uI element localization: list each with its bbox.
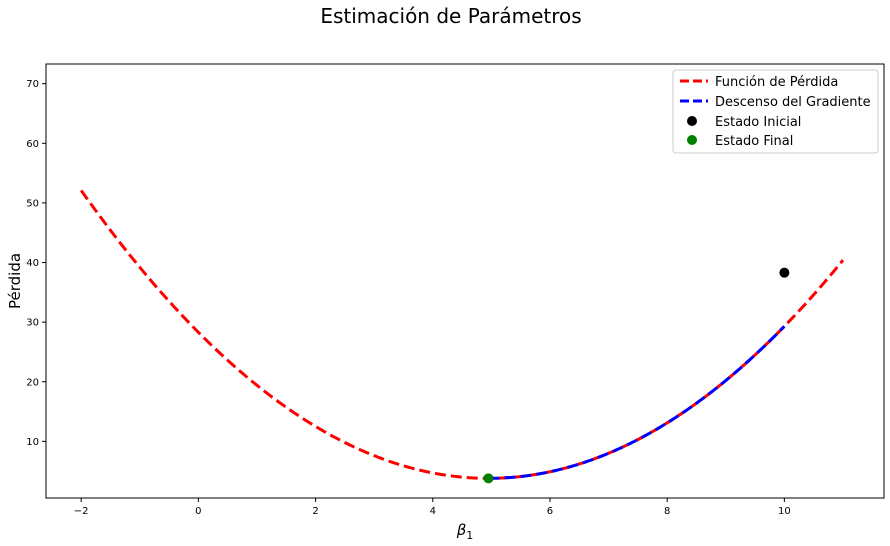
x-axis-label-subscript: 1 (466, 529, 473, 542)
x-tick-label: 8 (664, 506, 670, 517)
x-axis-label: β1 (456, 521, 474, 542)
y-axis-label: Pérdida (6, 253, 24, 309)
legend: Función de Pérdida Descenso del Gradient… (672, 69, 879, 154)
y-tick-label: 10 (26, 437, 39, 448)
y-tick-label: 40 (26, 258, 39, 269)
y-axis-ticks: 10 20 30 40 50 60 70 (26, 79, 46, 448)
x-tick-label: 0 (195, 506, 201, 517)
plot-frame (45, 63, 885, 499)
x-axis-ticks: −2 0 2 4 6 8 10 (74, 498, 791, 517)
x-axis-label-base: β (456, 521, 467, 539)
legend-label-gradient: Descenso del Gradiente (715, 95, 871, 110)
y-tick-label: 50 (26, 198, 39, 209)
legend-marker-initial (687, 116, 697, 126)
y-tick-label: 60 (26, 139, 39, 150)
point-estado-inicial (779, 267, 790, 278)
y-tick-label: 20 (26, 377, 39, 388)
y-tick-label: 30 (26, 318, 39, 329)
legend-label-loss: Función de Pérdida (715, 75, 838, 90)
x-tick-label: 6 (547, 506, 553, 517)
plot-area (79, 189, 845, 484)
x-tick-label: 2 (312, 506, 318, 517)
y-tick-label: 70 (26, 79, 39, 90)
legend-marker-final (687, 135, 697, 145)
x-tick-label: 4 (430, 506, 436, 517)
legend-label-final: Estado Final (715, 134, 793, 149)
series-line-descenso-del-gradiente (488, 325, 786, 480)
legend-frame (672, 69, 879, 154)
x-tick-label: −2 (74, 506, 89, 517)
series-line-funcion-de-perdida (79, 189, 845, 480)
legend-label-initial: Estado Inicial (715, 115, 801, 130)
x-tick-label: 10 (778, 506, 791, 517)
chart-title: Estimación de Parámetros (320, 4, 581, 28)
point-estado-final (483, 473, 494, 484)
